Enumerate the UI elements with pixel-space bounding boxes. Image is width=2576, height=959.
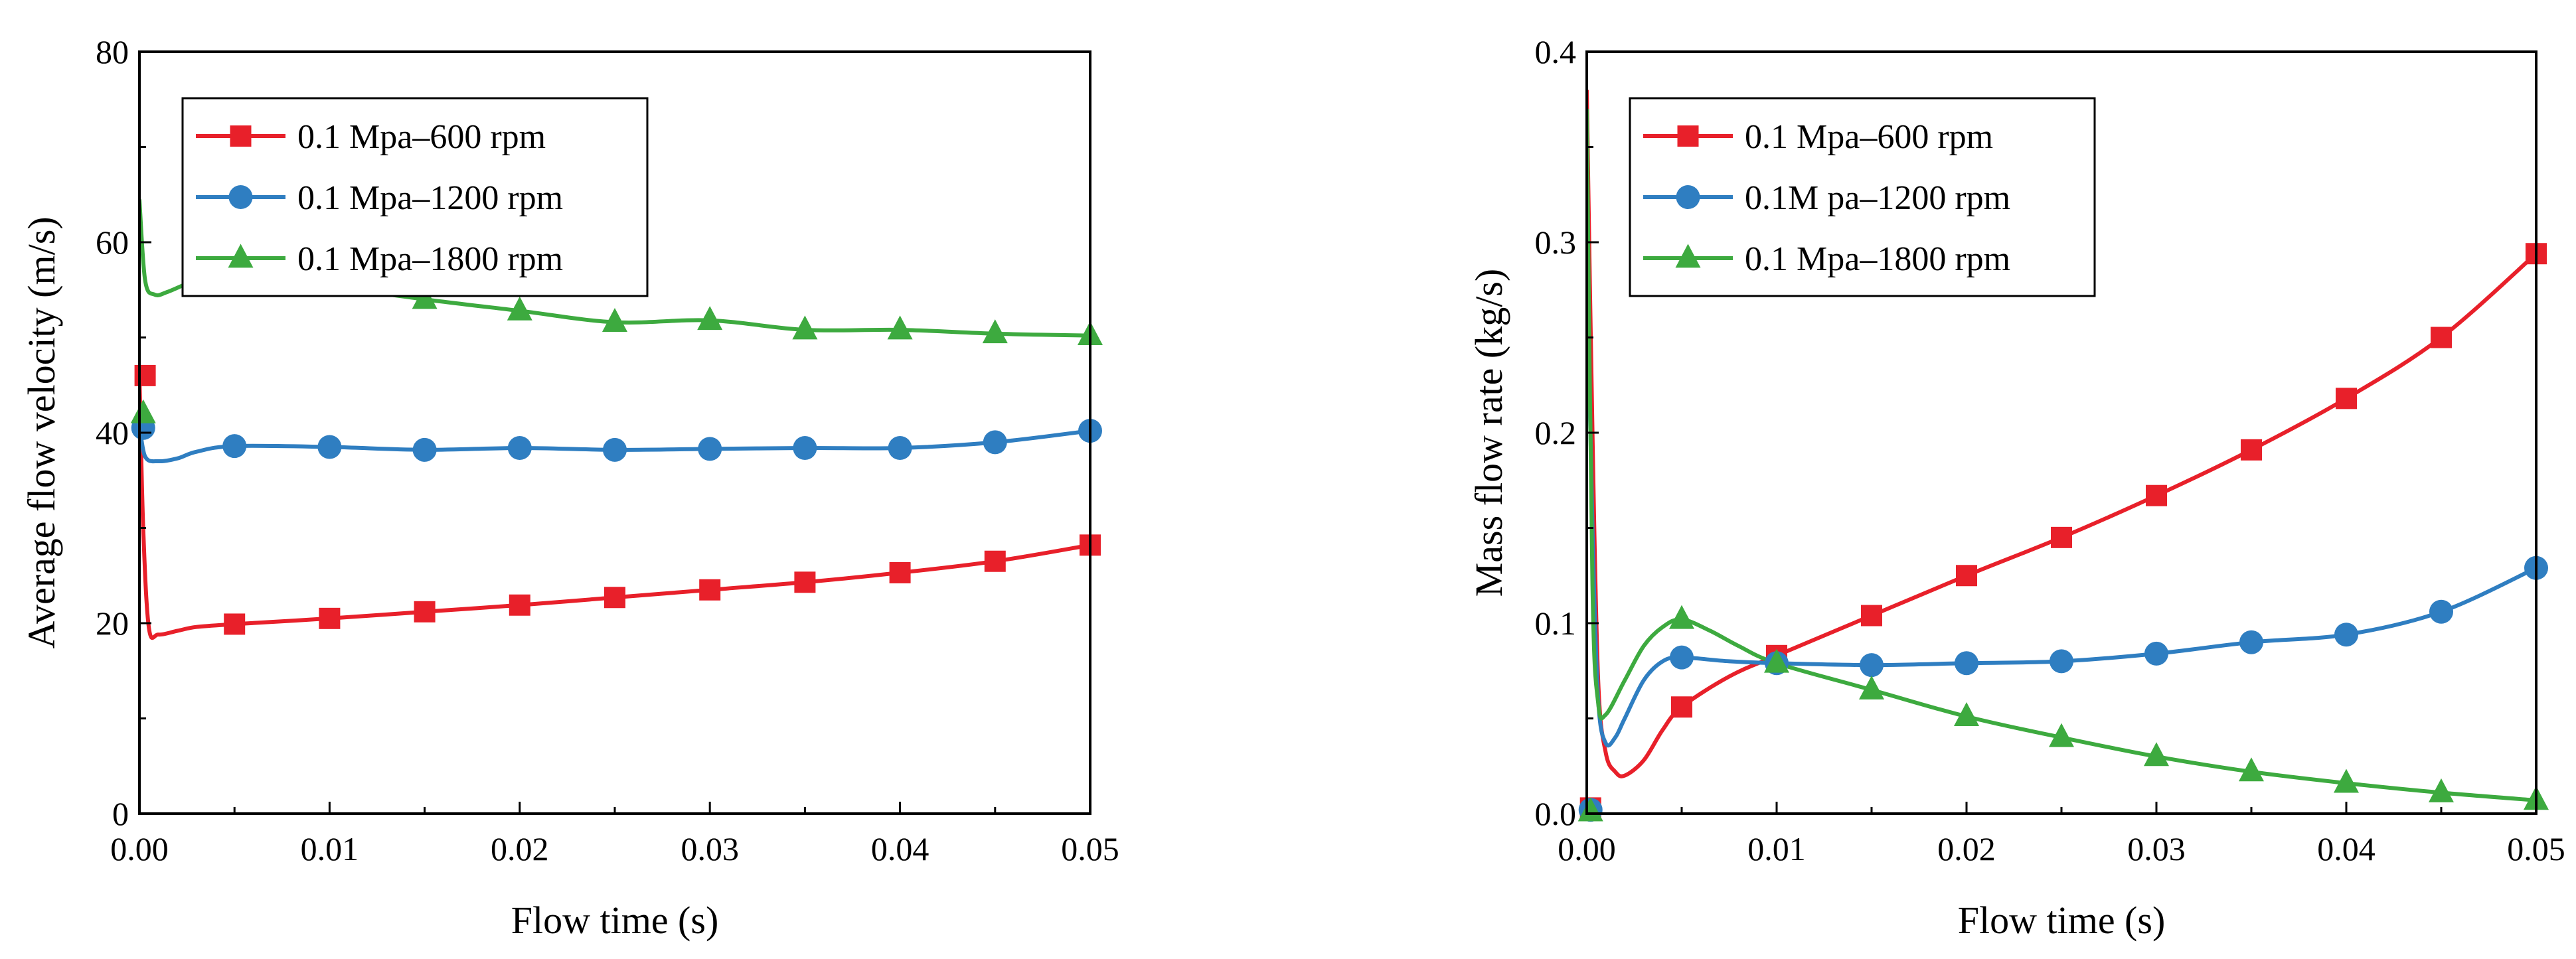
data-point	[2334, 623, 2358, 647]
chart-2: 0.00 0.01 0.02 0.03 0.04 0.05 0.0 0.1 0.2 0.3 0.4 F…	[1467, 33, 2565, 942]
data-point	[888, 435, 912, 460]
legend-marker	[1676, 185, 1700, 209]
x-tick-label: 0.00	[110, 830, 169, 867]
x-tick-label: 0.05	[1061, 830, 1119, 867]
series-line-3	[1587, 109, 2536, 802]
legend-marker	[1675, 244, 1701, 268]
x-tick-label: 0.04	[2317, 830, 2375, 867]
data-point	[2050, 649, 2073, 674]
y-tick-label: 20	[96, 605, 129, 642]
data-point	[134, 364, 156, 386]
legend-label: 0.1 Mpa–1800 rpm	[297, 240, 563, 278]
data-point	[1764, 648, 1789, 673]
data-point	[317, 435, 342, 459]
x-axis-title: Flow time (s)	[1958, 899, 2166, 942]
legend: 0.1 Mpa–600 rpm 0.1M pa–1200 rpm 0.1 Mpa–1…	[1629, 97, 2096, 297]
data-point	[984, 550, 1006, 572]
data-point	[1956, 565, 1977, 587]
data-point	[2429, 778, 2454, 802]
x-tick-label: 0.03	[681, 830, 739, 867]
data-point	[887, 315, 913, 340]
data-point	[2049, 723, 2074, 747]
data-point	[507, 435, 532, 460]
data-point	[2144, 742, 2169, 767]
data-point	[697, 306, 723, 331]
data-point	[982, 319, 1008, 344]
legend-marker	[228, 244, 254, 268]
y-tick-label: 0.3	[1535, 224, 1577, 261]
data-point	[793, 435, 817, 460]
data-point	[2144, 641, 2168, 666]
data-point	[603, 437, 627, 462]
data-point	[222, 434, 247, 459]
chart-1: 0.00 0.01 0.02 0.03 0.04 0.05 0 20 40 60 80 Flow ti…	[20, 33, 1119, 942]
legend-label: 0.1 Mpa–600 rpm	[1745, 118, 1993, 156]
x-tick-label: 0.05	[2507, 830, 2565, 867]
series-line-3	[139, 199, 1090, 338]
y-tick-label: 0.2	[1535, 414, 1577, 451]
data-point	[509, 594, 530, 616]
legend-marker	[1677, 125, 1699, 147]
legend: 0.1 Mpa–600 rpm 0.1 Mpa–1200 rpm 0.1 Mpa–1…	[181, 97, 649, 297]
data-point	[2051, 526, 2072, 548]
y-tick-label: 40	[96, 414, 129, 451]
data-point	[1860, 653, 1884, 678]
data-point	[2431, 327, 2452, 348]
data-point	[792, 315, 818, 340]
x-tick-label: 0.02	[491, 830, 549, 867]
y-axis-title: Mass flow rate (kg/s)	[1467, 269, 1510, 597]
data-point	[507, 296, 532, 321]
data-point	[889, 561, 911, 583]
data-point	[414, 601, 436, 623]
data-point	[1955, 651, 1978, 676]
data-point	[2239, 757, 2264, 782]
data-point	[319, 607, 341, 629]
y-tick-label: 0.1	[1535, 605, 1577, 642]
data-point	[2334, 769, 2359, 793]
data-point	[2146, 484, 2167, 506]
data-point	[2239, 630, 2263, 654]
data-point	[794, 571, 816, 593]
data-point	[1577, 797, 1603, 822]
x-tick-label: 0.03	[2127, 830, 2186, 867]
x-tick-label: 0.01	[301, 830, 359, 867]
data-point	[698, 437, 722, 461]
data-point	[1859, 675, 1884, 700]
y-tick-label: 0	[112, 795, 129, 832]
legend-label: 0.1 Mpa–1800 rpm	[1745, 240, 2010, 278]
y-tick-label: 0.0	[1535, 795, 1577, 832]
y-tick-label: 0.4	[1535, 33, 1577, 70]
data-point	[2336, 388, 2357, 409]
legend-label: 0.1 Mpa–1200 rpm	[297, 179, 563, 217]
x-tick-label: 0.04	[871, 830, 929, 867]
data-point	[130, 399, 156, 423]
x-axis-title: Flow time (s)	[511, 899, 719, 942]
data-point	[1671, 696, 1692, 718]
x-tick-label: 0.01	[1747, 830, 1806, 867]
data-point	[2429, 599, 2453, 624]
data-point	[1861, 605, 1882, 627]
legend-marker	[228, 185, 253, 209]
data-point	[412, 437, 437, 462]
legend-label: 0.1 Mpa–600 rpm	[297, 118, 546, 156]
data-point	[1954, 702, 1979, 727]
data-point	[1669, 605, 1694, 629]
x-tick-label: 0.02	[1937, 830, 1996, 867]
data-point	[699, 579, 721, 601]
data-point	[602, 307, 627, 332]
data-point	[1670, 645, 1694, 670]
data-point	[983, 430, 1007, 455]
y-tick-label: 80	[96, 33, 129, 70]
y-axis-title: Average flow velocity (m/s)	[20, 216, 63, 648]
legend-label: 0.1M pa–1200 rpm	[1745, 179, 2010, 217]
data-point	[604, 587, 625, 609]
x-tick-label: 0.00	[1558, 830, 1616, 867]
legend-marker	[230, 125, 252, 147]
data-point	[2241, 439, 2262, 461]
data-point	[224, 613, 246, 635]
y-tick-label: 60	[96, 224, 129, 261]
